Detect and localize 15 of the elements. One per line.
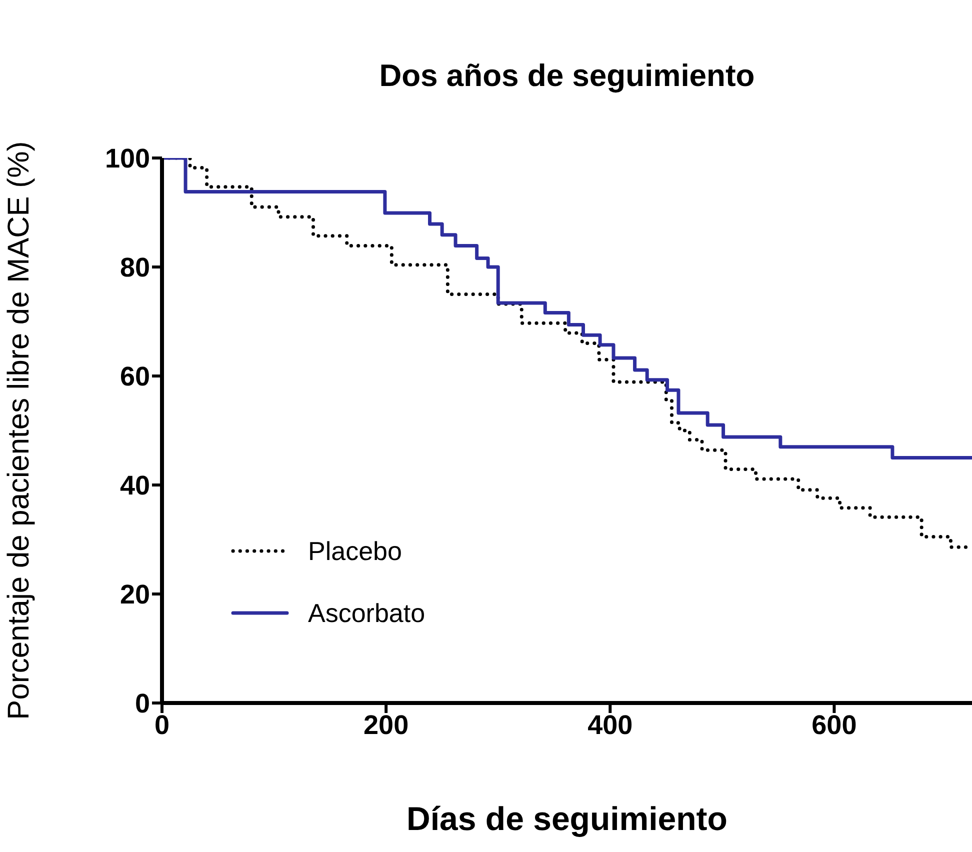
x-axis-title: Días de seguimiento bbox=[406, 800, 728, 837]
y-tick-label: 80 bbox=[120, 252, 150, 283]
legend-label: Placebo bbox=[308, 536, 402, 566]
chart-title: Dos años de seguimiento bbox=[378, 58, 756, 94]
y-axis-title: Porcentaje de pacientes libre de MACE (%) bbox=[2, 141, 36, 720]
y-tick-label: 40 bbox=[120, 470, 150, 501]
x-tick-label: 600 bbox=[812, 710, 857, 740]
y-tick-label: 100 bbox=[104, 144, 150, 174]
x-tick-label: 200 bbox=[364, 710, 409, 740]
legend-label: Ascorbato bbox=[308, 598, 426, 628]
x-tick-label: 0 bbox=[154, 710, 170, 740]
y-tick-label: 0 bbox=[134, 688, 150, 719]
y-tick-label: 20 bbox=[120, 580, 150, 610]
x-tick-label: 400 bbox=[588, 710, 633, 740]
y-tick-label: 60 bbox=[120, 362, 150, 392]
